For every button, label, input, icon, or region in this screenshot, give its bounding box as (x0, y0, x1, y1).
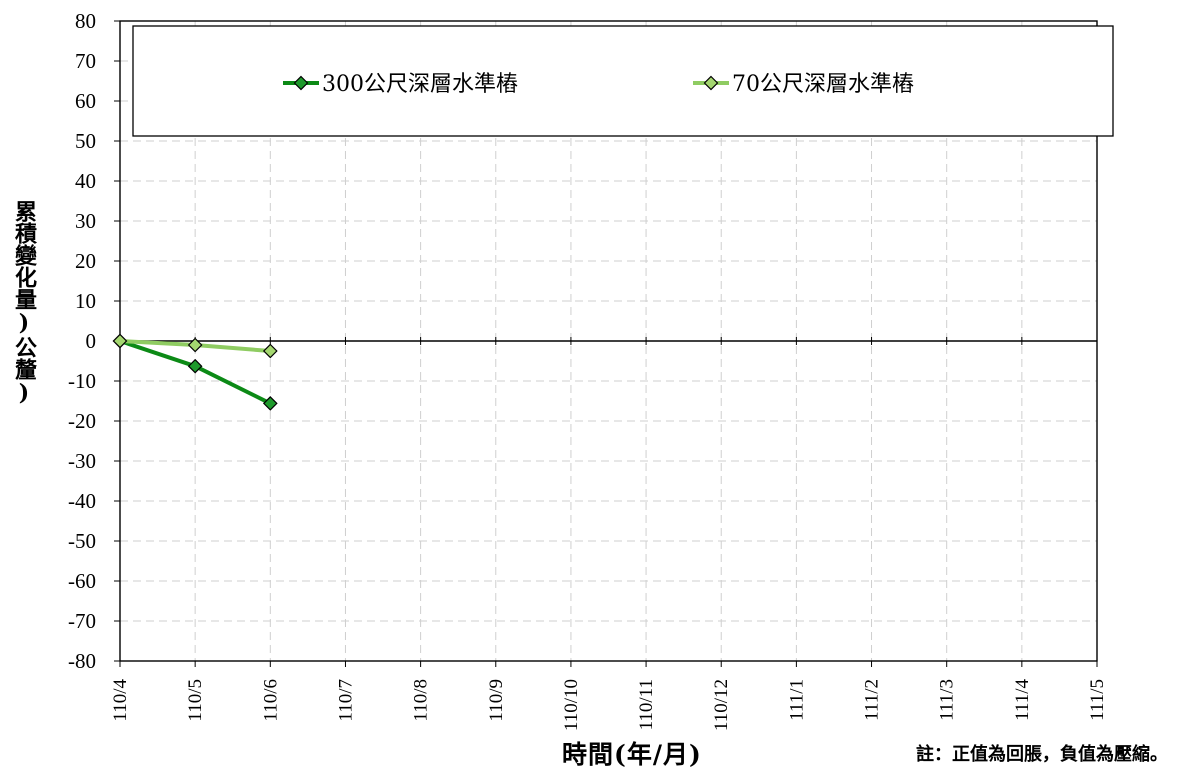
x-tick-label: 110/4 (110, 679, 131, 722)
legend-box (132, 25, 1114, 137)
y-tick-label: -50 (68, 529, 96, 553)
y-tick-label: -80 (68, 649, 96, 673)
data-point (262, 396, 278, 411)
y-tick-label: 20 (75, 249, 96, 273)
x-tick-label: 111/5 (1087, 679, 1108, 721)
legend: 300公尺深層水準樁 70公尺深層水準樁 (132, 25, 1114, 137)
y-tick-labels: 80 70 60 50 40 30 20 10 0 -10 -20 -30 -40 -50 -60 -70 -8… (68, 9, 96, 673)
zero-line (119, 337, 1098, 345)
y-tick-label: 0 (86, 329, 97, 353)
x-tick-label: 110/12 (711, 679, 732, 731)
x-tick-label: 110/10 (561, 679, 582, 731)
y-tick-label: 40 (75, 169, 96, 193)
y-tick-label: -10 (68, 369, 96, 393)
x-tick-label: 110/5 (185, 679, 206, 722)
x-tick-label: 111/3 (937, 679, 958, 721)
legend-swatch-marker (703, 75, 719, 91)
series-2 (112, 333, 278, 359)
x-tick-label: 110/6 (260, 679, 281, 722)
y-tick-label: -30 (68, 449, 96, 473)
x-tick-label: 111/1 (786, 679, 807, 721)
legend-swatch-marker (293, 75, 309, 91)
y-axis-label: 累積變化量)公釐) (11, 200, 37, 406)
y-tick-label: 70 (75, 49, 96, 73)
data-point (262, 343, 278, 359)
y-tick-label: -70 (68, 609, 96, 633)
legend-entry-1: 300公尺深層水準樁 (283, 72, 518, 97)
x-tick-label: 110/9 (486, 679, 507, 722)
data-point (112, 333, 128, 349)
x-tick-label: 111/2 (862, 679, 883, 721)
data-point (187, 337, 203, 353)
y-tick-label: 10 (75, 289, 96, 313)
x-tick-label: 111/4 (1012, 679, 1033, 721)
legend-label: 70公尺深層水準樁 (732, 72, 914, 97)
x-tick-labels: 110/4 110/5 110/6 110/7 110/8 110/9 110/10 110/… (110, 679, 1108, 732)
y-tick-label: 60 (75, 89, 96, 113)
y-tick-label: -40 (68, 489, 96, 513)
x-tick-label: 110/8 (411, 679, 432, 722)
legend-entry-2: 70公尺深層水準樁 (693, 72, 914, 97)
y-tick-label: -20 (68, 409, 96, 433)
y-tick-label: -60 (68, 569, 96, 593)
footnote: 註：正值為回脹，負值為壓縮。 (916, 744, 1168, 765)
series-layer (112, 333, 278, 411)
y-tick-label: 30 (75, 209, 96, 233)
y-tick-label: 50 (75, 129, 96, 153)
x-tick-label: 110/11 (636, 679, 657, 730)
data-point (187, 358, 203, 374)
x-tick-label: 110/7 (335, 679, 356, 722)
x-axis-label: 時間(年/月) (562, 740, 702, 769)
y-tick-label: 80 (75, 9, 96, 33)
legend-label: 300公尺深層水準樁 (322, 72, 518, 97)
